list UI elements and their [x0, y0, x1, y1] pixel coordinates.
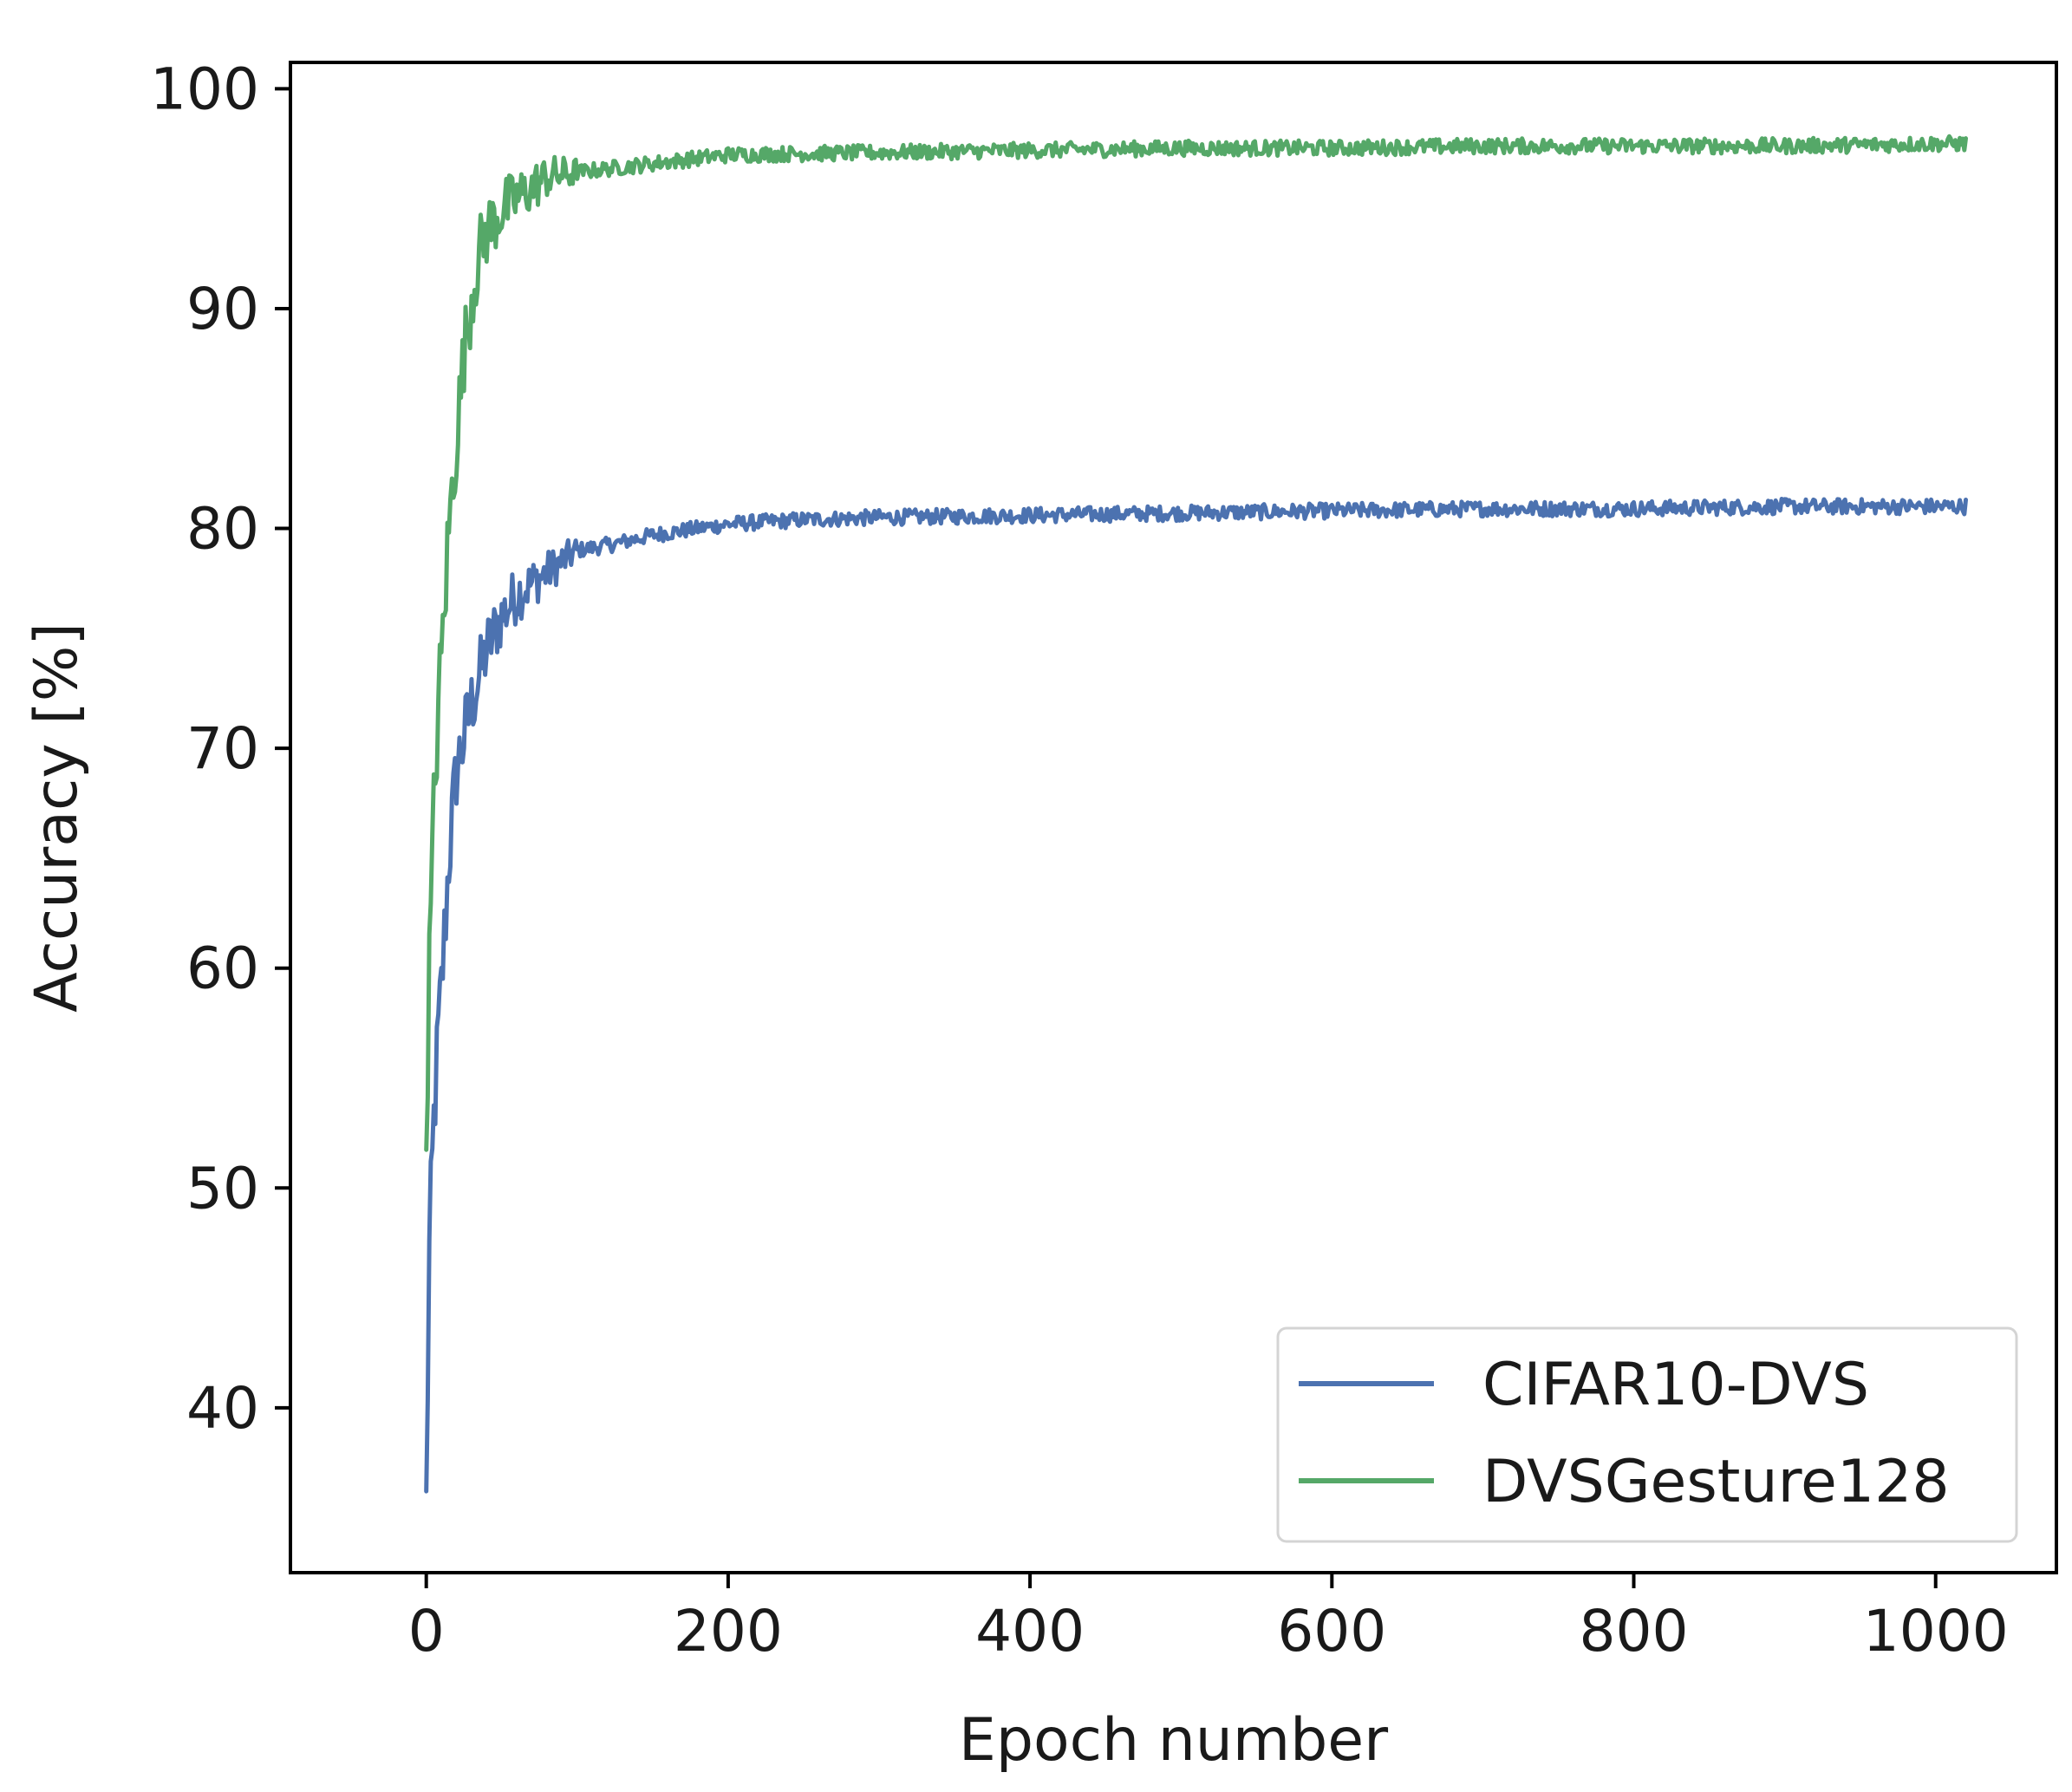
x-tick-label: 200 [674, 1598, 783, 1665]
x-tick-label: 400 [975, 1598, 1085, 1665]
y-tick-label: 50 [186, 1155, 259, 1222]
legend-box [1276, 1326, 2018, 1543]
y-axis-label: Accuracy [%] [23, 622, 91, 1013]
series-line-2 [424, 134, 1968, 1152]
x-tick-label: 800 [1580, 1598, 1689, 1665]
y-tick-label: 40 [186, 1375, 259, 1442]
y-tick-label: 60 [186, 935, 259, 1002]
x-tick-label: 1000 [1863, 1598, 2009, 1665]
legend-label-1: CIFAR10-DVS [1482, 1351, 1869, 1419]
legend-label-2: DVSGesture128 [1482, 1448, 1950, 1516]
axes-frame [289, 61, 2058, 1574]
x-axis-label: Epoch number [959, 1706, 1388, 1775]
x-axis-ticks: 0 200 400 600 800 1000 [408, 1573, 2009, 1665]
plot-area [424, 134, 1968, 1494]
y-tick-label: 70 [186, 715, 259, 782]
x-tick-label: 0 [408, 1598, 445, 1665]
series-group [424, 134, 1968, 1494]
y-tick-label: 100 [150, 55, 259, 122]
y-tick-label: 80 [186, 496, 259, 563]
x-tick-label: 600 [1277, 1598, 1386, 1665]
y-axis-ticks: 40 50 60 70 80 90 100 [150, 55, 290, 1442]
series-line-1 [424, 497, 1968, 1494]
y-tick-label: 90 [186, 276, 259, 342]
legend: CIFAR10-DVS DVSGesture128 [1276, 1326, 2018, 1543]
